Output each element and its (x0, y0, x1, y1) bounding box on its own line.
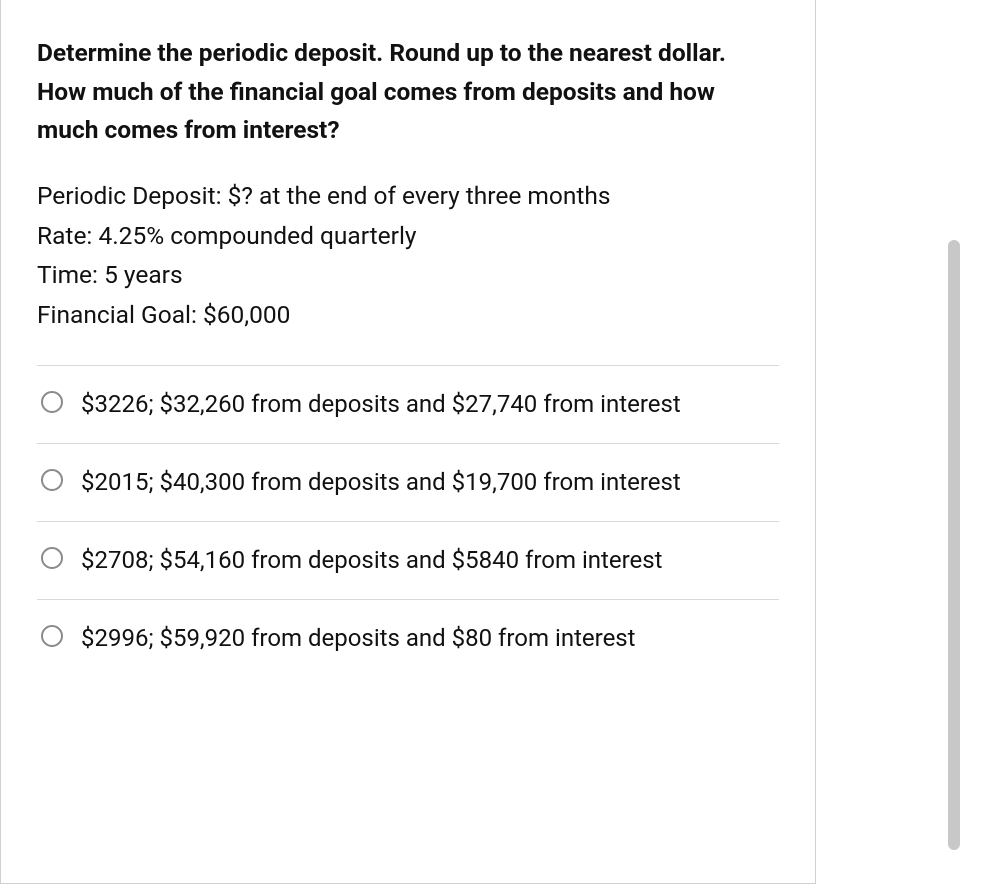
option-row[interactable]: $2015; $40,300 from deposits and $19,700… (37, 443, 779, 521)
question-card: Determine the periodic deposit. Round up… (0, 0, 816, 884)
right-gutter (816, 0, 966, 884)
radio-icon[interactable] (41, 469, 63, 491)
option-label: $2996; $59,920 from deposits and $80 fro… (81, 620, 646, 657)
option-row[interactable]: $2996; $59,920 from deposits and $80 fro… (37, 599, 779, 677)
option-label: $3226; $32,260 from deposits and $27,740… (81, 386, 691, 423)
page-wrap: Determine the periodic deposit. Round up… (0, 0, 990, 884)
radio-icon[interactable] (41, 547, 63, 569)
question-details: Periodic Deposit: $? at the end of every… (37, 176, 779, 335)
option-row[interactable]: $3226; $32,260 from deposits and $27,740… (37, 365, 779, 443)
detail-line: Financial Goal: $60,000 (37, 295, 779, 335)
detail-line: Periodic Deposit: $? at the end of every… (37, 176, 779, 216)
option-label: $2015; $40,300 from deposits and $19,700… (81, 464, 691, 501)
option-row[interactable]: $2708; $54,160 from deposits and $5840 f… (37, 521, 779, 599)
question-prompt: Determine the periodic deposit. Round up… (37, 34, 779, 150)
radio-icon[interactable] (41, 391, 63, 413)
detail-line: Rate: 4.25% compounded quarterly (37, 216, 779, 256)
radio-icon[interactable] (41, 625, 63, 647)
option-label: $2708; $54,160 from deposits and $5840 f… (81, 542, 673, 579)
options-list: $3226; $32,260 from deposits and $27,740… (37, 365, 779, 678)
detail-line: Time: 5 years (37, 255, 779, 295)
scrollbar-thumb[interactable] (948, 240, 960, 850)
